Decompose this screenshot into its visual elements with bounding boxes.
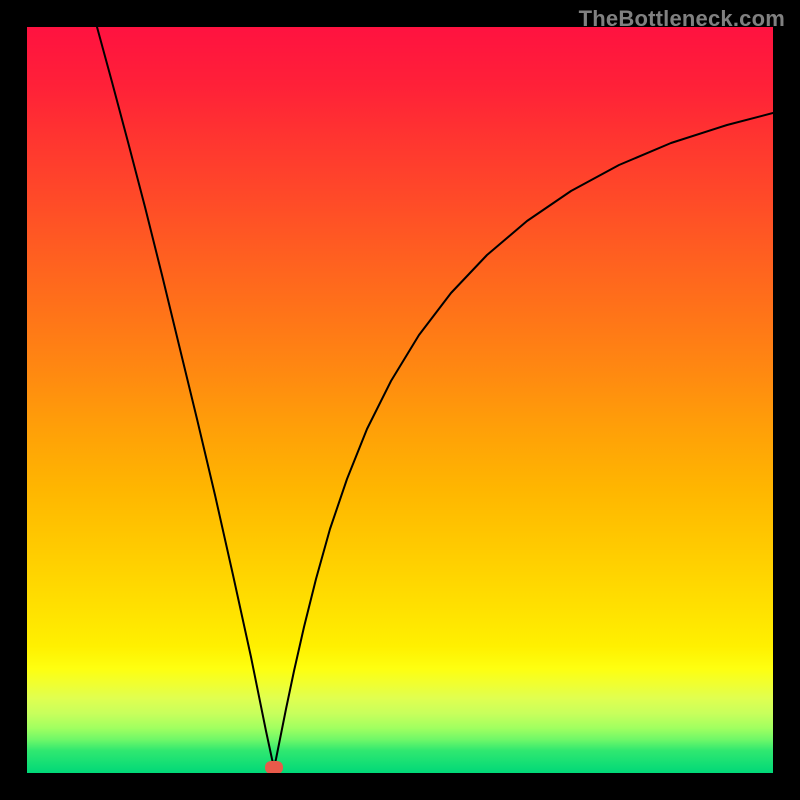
chart-frame: TheBottleneck.com xyxy=(0,0,800,800)
bottleneck-curve xyxy=(27,27,773,773)
plot-area xyxy=(27,27,773,773)
optimal-point-marker xyxy=(265,761,283,774)
watermark-text: TheBottleneck.com xyxy=(579,6,785,32)
